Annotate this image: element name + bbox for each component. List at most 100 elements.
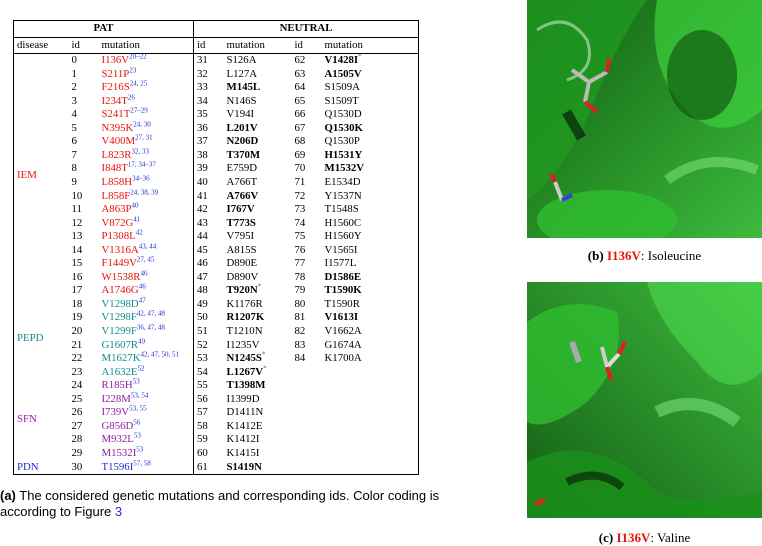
reference-citation[interactable]: 47 <box>138 296 146 305</box>
caption-c: (c) I136V: Valine <box>527 530 762 546</box>
reference-citation[interactable]: 36, 47, 48 <box>136 323 165 332</box>
mutation-name: S241T <box>101 108 131 121</box>
mutation-cell: V1298F42, 47, 48 <box>99 309 194 325</box>
mutation-cell: S241T27–29 <box>99 106 194 122</box>
table-row: 27 G856D56 58 K1412E <box>14 418 420 434</box>
neutral-group-header: NEUTRAL <box>192 20 420 38</box>
mutation-name: T1596I <box>101 460 134 473</box>
table-row: 10 L858F24, 38, 39 41 A766V 72 Y1537N <box>14 187 420 204</box>
mutation-name: D890E <box>226 257 258 270</box>
empty-cell <box>292 420 322 434</box>
table-row: 7 L823R32, 33 38 T370M 69 H1531Y <box>14 147 420 163</box>
mutation-cell: G1674A <box>321 338 420 353</box>
reference-citation[interactable]: 49 <box>138 336 146 345</box>
mutation-cell: D890E <box>224 257 292 271</box>
id-cell: 20 <box>71 325 83 338</box>
reference-citation[interactable]: 56 <box>133 418 141 427</box>
reference-citation[interactable]: 43, 44 <box>138 242 157 251</box>
mutation-cell: V1298D47 <box>99 296 194 312</box>
figure-reference-link[interactable]: 3 <box>114 504 123 519</box>
empty-cell <box>321 392 420 407</box>
table-row: 6 V400M27, 31 37 N206D 68 Q1530P <box>14 133 420 149</box>
mutation-name: T1210N <box>226 325 263 338</box>
col-header-disease: disease <box>13 37 69 55</box>
mutation-name: T1590K <box>324 284 362 297</box>
reference-citation[interactable]: 46 <box>140 269 148 278</box>
mutation-name: I1399D <box>226 392 260 405</box>
reference-citation[interactable]: 41 <box>133 215 141 224</box>
reference-citation[interactable]: 24, 25 <box>129 79 148 88</box>
mutation-cell: T1590K <box>321 284 420 298</box>
id-cell: 29 <box>71 446 83 459</box>
mutation-name: K1415I <box>226 446 260 459</box>
mutation-name: R185H <box>101 379 133 392</box>
mutation-cell: R185H53 <box>99 377 194 393</box>
reference-citation[interactable]: 26 <box>127 93 135 102</box>
reference-citation[interactable]: 27, 31 <box>135 133 153 142</box>
reference-citation[interactable]: 42, 47, 48 <box>136 309 165 318</box>
reference-citation[interactable]: 27–29 <box>130 106 148 115</box>
mutation-cell: A766V <box>224 190 292 204</box>
mutation-cell: M932L53 <box>99 431 194 447</box>
reference-citation[interactable]: 53, 54 <box>130 391 149 400</box>
id-cell: 50 <box>193 311 224 326</box>
reference-citation[interactable]: 53 <box>136 445 144 454</box>
mutation-cell: W1538R46 <box>99 269 194 285</box>
mutation-cell: I1235V <box>224 339 292 353</box>
empty-cell <box>292 433 322 447</box>
mutation-name: H1560C <box>324 216 362 229</box>
id-cell: 41 <box>193 189 224 204</box>
isoleucine-structure-image <box>527 0 762 238</box>
mutation-cell: D1411N <box>224 406 292 420</box>
reference-citation[interactable]: 27, 45 <box>136 255 155 264</box>
mutation-cell: A1746G46 <box>99 282 194 298</box>
mutation-cell: V872G41 <box>99 215 194 231</box>
mutation-cell: I767V <box>224 203 292 217</box>
reference-citation[interactable]: 46 <box>138 282 146 291</box>
reference-citation[interactable]: 53 <box>132 377 140 386</box>
reference-citation[interactable]: 40 <box>131 201 139 210</box>
empty-cell <box>292 406 322 420</box>
id-cell: 6 <box>71 135 77 148</box>
reference-citation[interactable]: 53 <box>133 431 141 440</box>
table-row: 16 W1538R46 47 D890V 78 D1586E <box>14 269 420 285</box>
reference-citation[interactable]: 17, 34–37 <box>127 160 156 169</box>
mutation-name: E759D <box>226 162 258 175</box>
mutation-name: T773S <box>226 216 256 229</box>
id-cell: 10 <box>71 189 83 202</box>
id-cell: 33 <box>193 81 224 95</box>
mutation-name: K1700A <box>324 352 362 365</box>
mutation-name: V1316A <box>101 243 139 256</box>
mutation-cell: S1509T <box>321 94 420 109</box>
col-header-id: id <box>291 37 322 55</box>
reference-citation[interactable]: 34–36 <box>132 174 150 183</box>
id-cell: 45 <box>193 243 224 258</box>
mutation-name: K1412E <box>226 419 263 432</box>
mutation-cell: V1299F36, 47, 48 <box>99 323 194 339</box>
reference-citation[interactable]: 24, 38, 39 <box>130 187 159 196</box>
disease-cell: PDN <box>13 460 69 476</box>
reference-citation[interactable]: 42, 47, 50, 51 <box>140 350 180 359</box>
mutation-cell: M145L <box>224 81 292 95</box>
id-cell: 21 <box>71 338 83 351</box>
reference-citation[interactable]: 42 <box>135 228 143 237</box>
id-cell: 69 <box>294 148 306 161</box>
mutation-cell: M1532I53 <box>99 445 194 461</box>
id-cell: 44 <box>193 230 224 244</box>
reference-citation[interactable]: 20–22 <box>129 52 147 61</box>
id-cell: 4 <box>71 108 77 121</box>
id-cell: 38 <box>193 148 224 163</box>
id-cell: 8 <box>71 162 77 175</box>
id-cell: 65 <box>294 94 306 107</box>
id-cell: 60 <box>193 446 224 461</box>
reference-citation[interactable]: 24, 30 <box>133 120 151 129</box>
mutation-table-container: PAT NEUTRAL disease id mutation id mutat… <box>13 20 423 476</box>
empty-cell <box>321 379 420 393</box>
reference-citation[interactable]: 57, 58 <box>133 458 151 467</box>
empty-cell <box>321 419 420 434</box>
reference-citation[interactable]: 32, 33 <box>131 147 150 156</box>
reference-citation[interactable]: 23 <box>129 66 137 75</box>
reference-citation[interactable]: 52 <box>137 364 145 373</box>
reference-citation[interactable]: 53, 55 <box>129 404 147 413</box>
id-cell: 0 <box>71 54 77 67</box>
